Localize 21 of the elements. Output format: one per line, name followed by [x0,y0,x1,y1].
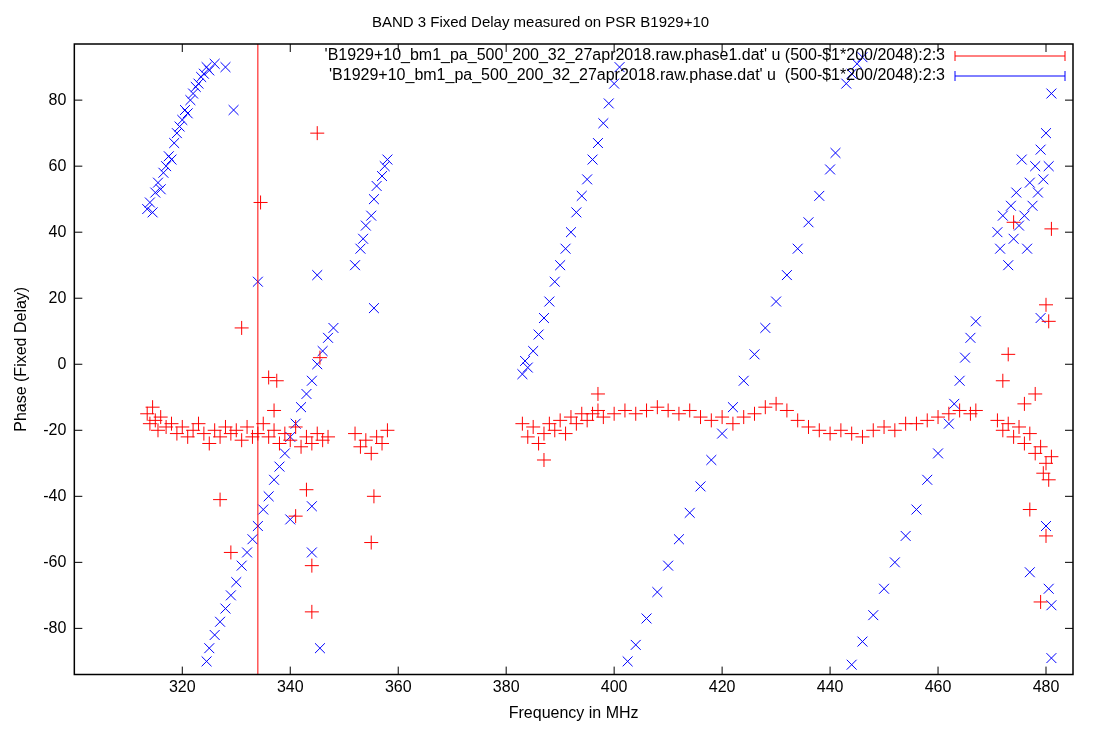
x-tick-label: 360 [384,677,412,695]
y-tick-label: -80 [43,618,67,636]
x-tick-label: 420 [708,677,736,695]
chart-title: BAND 3 Fixed Delay measured on PSR B1929+10 [371,13,710,31]
y-tick-label: 0 [57,354,67,372]
x-tick-label: 340 [276,677,304,695]
y-axis-title: Phase (Fixed Delay) [12,286,30,432]
y-tick-label: 20 [48,288,67,306]
x-tick-label: 320 [168,677,196,695]
x-tick-label: 480 [1032,677,1060,695]
y-tick-label: 60 [48,156,67,174]
x-tick-label: 440 [816,677,844,695]
y-tick-label: 40 [48,222,67,240]
y-tick-label: -20 [43,420,67,438]
y-tick-label: -60 [43,552,67,570]
x-tick-label: 460 [924,677,952,695]
x-tick-label: 380 [492,677,520,695]
x-tick-label: 400 [600,677,628,695]
y-tick-label: 80 [48,90,67,108]
y-tick-label: -40 [43,486,67,504]
x-axis-title: Frequency in MHz [508,703,639,721]
